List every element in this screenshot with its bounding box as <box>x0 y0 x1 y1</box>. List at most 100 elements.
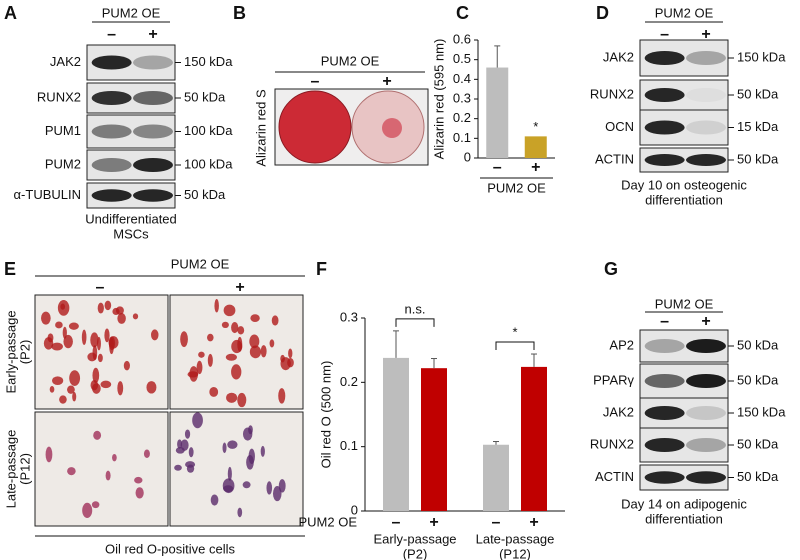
lane-label: – <box>96 279 105 296</box>
cell <box>227 440 238 449</box>
cell <box>237 507 243 518</box>
x-tick-label: – <box>493 159 502 176</box>
band <box>686 374 726 388</box>
cell <box>223 485 234 493</box>
band <box>133 91 173 105</box>
cell <box>198 351 205 358</box>
band <box>686 339 726 353</box>
cell <box>67 385 75 394</box>
y-tick-label: 0.4 <box>453 71 471 86</box>
panel-label: A <box>4 3 17 23</box>
cell <box>288 348 293 359</box>
cell <box>90 332 99 348</box>
caption: Day 10 on osteogenic <box>621 177 747 192</box>
cell <box>143 449 150 458</box>
group-label: PUM2 OE <box>655 5 714 20</box>
cell <box>207 333 214 342</box>
size-label: 150 kDa <box>184 54 233 69</box>
y-tick-label: 0.5 <box>453 51 471 66</box>
group-label: (P12) <box>499 546 531 560</box>
band <box>644 120 685 135</box>
size-label: 50 kDa <box>737 86 779 101</box>
lane-label: + <box>382 73 391 90</box>
cell <box>151 329 159 341</box>
y-tick-label: 0.1 <box>340 438 358 453</box>
cell <box>188 447 194 458</box>
band <box>686 406 726 420</box>
cell <box>180 331 188 348</box>
bar <box>383 357 409 511</box>
cell <box>60 303 66 310</box>
row-label: Early-passage <box>3 310 18 393</box>
cell <box>189 366 199 382</box>
size-label: 50 kDa <box>184 187 226 202</box>
y-tick-label: 0.3 <box>453 90 471 105</box>
cell <box>222 442 227 454</box>
size-label: 150 kDa <box>737 404 786 419</box>
size-label: 50 kDa <box>184 89 226 104</box>
cell <box>132 313 139 320</box>
cell <box>249 345 262 359</box>
cell <box>69 370 81 386</box>
cell <box>82 502 93 519</box>
cell <box>231 339 243 354</box>
cell <box>104 328 110 343</box>
micrograph <box>34 294 169 410</box>
series-label: – <box>392 514 401 531</box>
band <box>644 406 685 420</box>
series-label: + <box>429 514 438 531</box>
lane-label: – <box>660 313 669 330</box>
lane-label: + <box>148 26 157 43</box>
band <box>686 154 726 166</box>
caption: Day 14 on adipogenic <box>621 496 747 511</box>
cell <box>237 392 247 408</box>
cell <box>51 342 63 351</box>
cell <box>214 298 219 313</box>
cell <box>209 386 219 397</box>
protein-label: JAK2 <box>603 404 634 419</box>
protein-label: ACTIN <box>595 469 634 484</box>
band <box>91 158 132 172</box>
cell <box>242 427 253 441</box>
band <box>91 91 132 105</box>
cell <box>123 360 130 371</box>
x-axis-label: PUM2 OE <box>487 180 546 195</box>
lane-label: + <box>701 313 710 330</box>
panel-label: C <box>456 3 469 23</box>
cell <box>184 429 191 439</box>
y-tick-label: 0.6 <box>453 31 471 46</box>
stain <box>382 118 402 138</box>
cell <box>223 304 236 317</box>
cell <box>185 461 196 468</box>
cell <box>269 339 275 348</box>
cell <box>250 314 260 322</box>
cell <box>104 300 112 311</box>
band <box>91 55 132 70</box>
band <box>644 339 685 353</box>
group-label: PUM2 OE <box>321 53 380 68</box>
caption: Oil red O-positive cells <box>105 541 236 556</box>
band <box>686 438 726 452</box>
cell <box>249 334 260 349</box>
cell <box>146 381 157 394</box>
lane-label: – <box>311 73 320 90</box>
cell <box>180 439 189 451</box>
cell <box>266 481 273 495</box>
protein-label: PPARγ <box>593 372 634 387</box>
lane-label: + <box>701 26 710 43</box>
band <box>133 158 173 172</box>
cell <box>246 454 254 470</box>
cell <box>87 352 97 362</box>
caption: Undifferentiated <box>85 211 177 226</box>
cell <box>134 476 143 484</box>
dish <box>278 90 352 164</box>
protein-label: AP2 <box>609 337 634 352</box>
cell <box>242 481 251 489</box>
caption: differentiation <box>645 511 723 526</box>
size-label: 150 kDa <box>737 49 786 64</box>
band <box>644 374 685 388</box>
cell <box>260 445 265 457</box>
annotation: n.s. <box>405 301 426 316</box>
cell <box>287 358 294 368</box>
band <box>91 189 132 202</box>
